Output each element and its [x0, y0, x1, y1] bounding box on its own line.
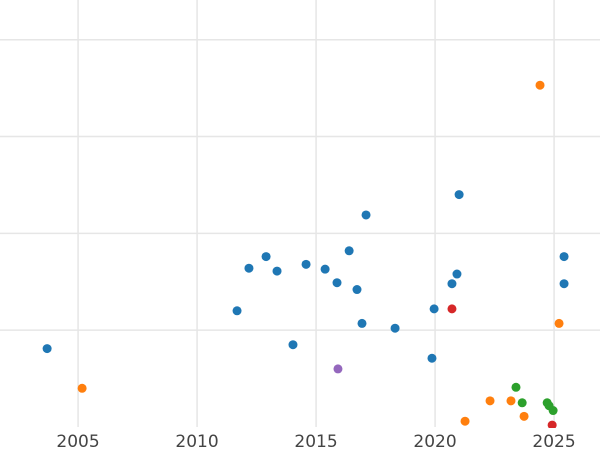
data-point-green [517, 398, 527, 408]
data-point-blue [288, 340, 298, 350]
x-tick-label: 2020 [413, 432, 456, 450]
data-point-orange [535, 80, 545, 90]
data-point-orange [506, 396, 516, 406]
data-point-red [547, 420, 557, 428]
data-point-blue [427, 353, 437, 363]
data-point-blue [390, 323, 400, 333]
data-point-blue [559, 279, 569, 289]
data-point-orange [519, 411, 529, 421]
data-point-blue [42, 344, 52, 354]
data-point-blue [232, 306, 242, 316]
data-point-blue [320, 264, 330, 274]
data-point-orange [485, 396, 495, 406]
data-point-blue [272, 266, 282, 276]
data-point-blue [429, 304, 439, 314]
data-point-orange [77, 383, 87, 393]
x-tick-label: 2025 [532, 432, 575, 450]
x-tick-label: 2015 [294, 432, 337, 450]
data-point-blue [301, 259, 311, 269]
data-point-blue [559, 252, 569, 262]
data-point-blue [452, 269, 462, 279]
x-tick-label: 2010 [175, 432, 218, 450]
data-point-blue [244, 263, 254, 273]
data-point-orange [554, 318, 564, 328]
data-point-orange [460, 416, 470, 426]
x-axis-ticks: 2005 2010 2015 2020 2025 [56, 432, 575, 450]
data-point-blue [447, 279, 457, 289]
grid [0, 0, 600, 427]
data-point-blue [361, 210, 371, 220]
data-point-red [447, 304, 457, 314]
data-point-blue [357, 318, 367, 328]
data-point-blue [261, 252, 271, 262]
points [42, 80, 569, 428]
data-point-blue [352, 285, 362, 295]
data-point-purple [333, 364, 343, 374]
data-point-blue [344, 246, 354, 256]
data-point-green [548, 406, 558, 416]
data-point-blue [454, 190, 464, 200]
x-tick-label: 2005 [56, 432, 99, 450]
data-point-blue [332, 278, 342, 288]
data-point-green [511, 382, 521, 392]
